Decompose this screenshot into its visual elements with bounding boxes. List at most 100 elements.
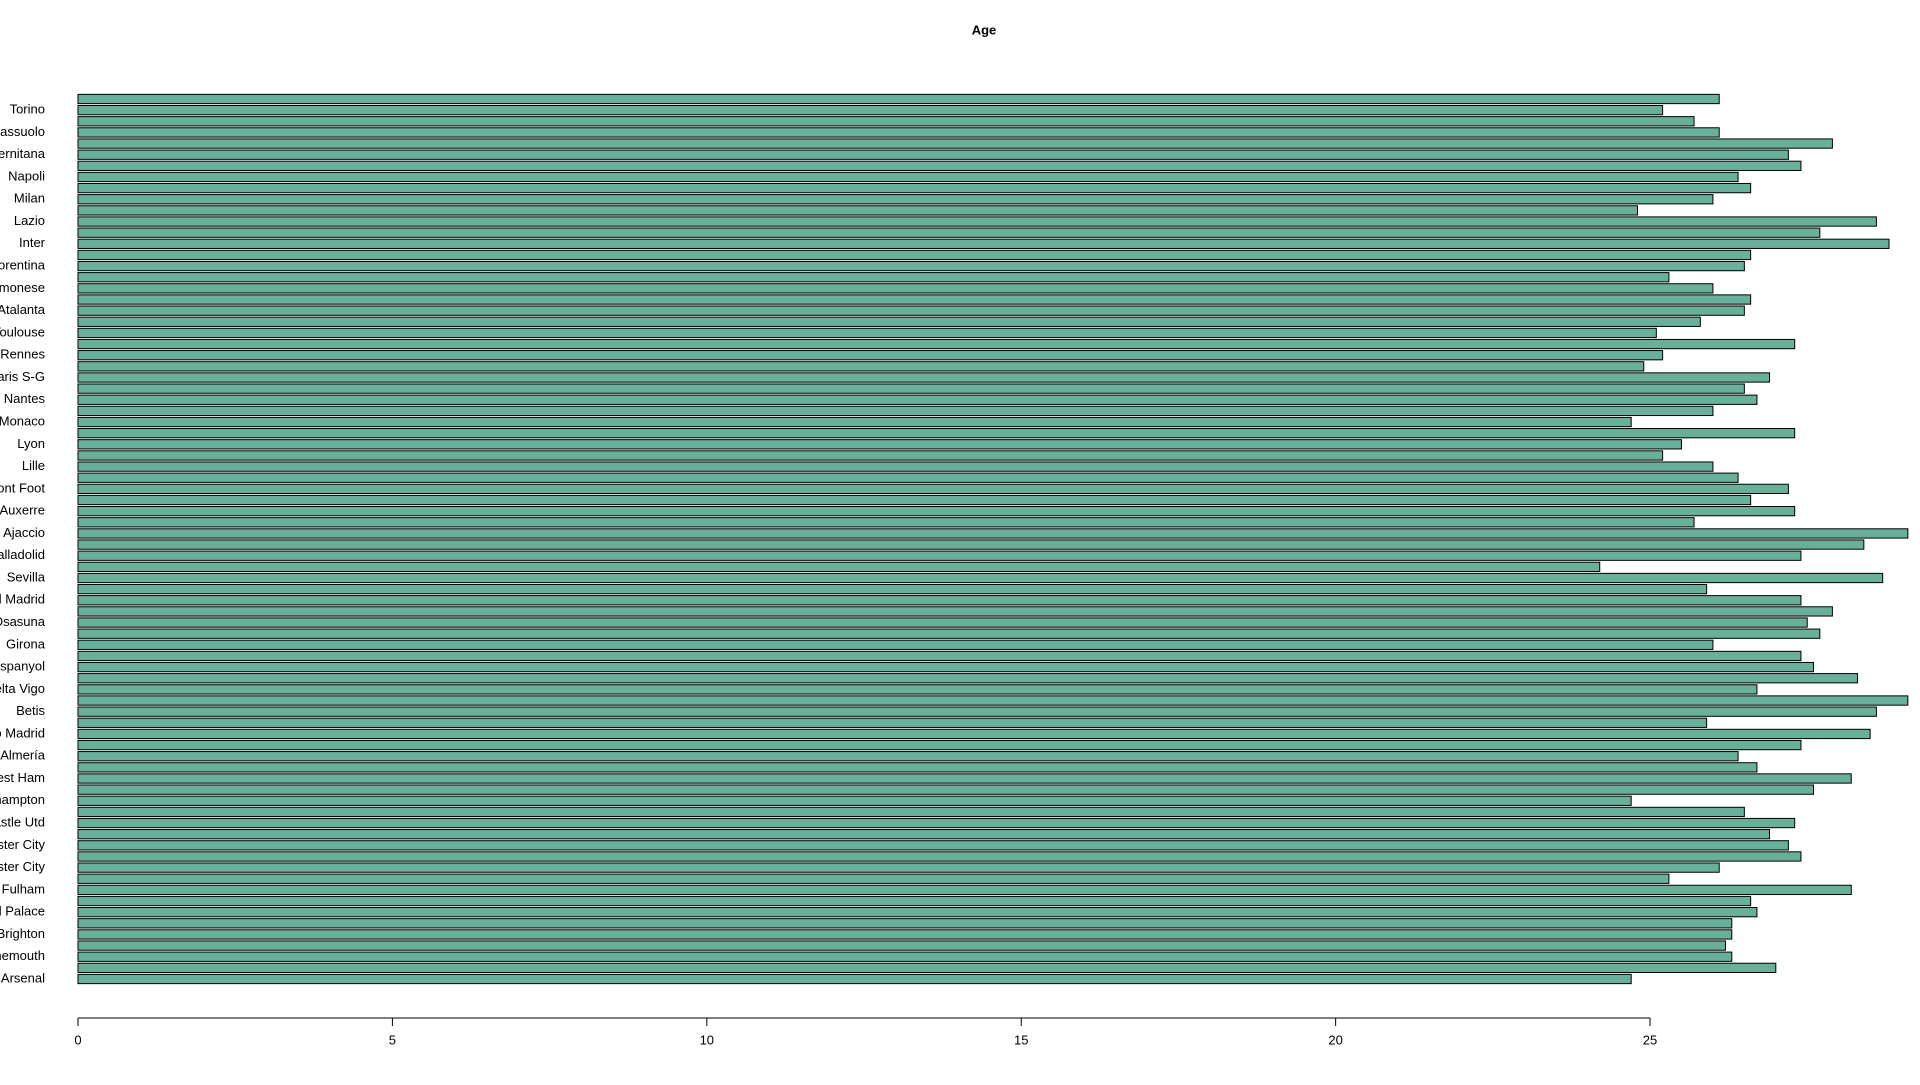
bar: [77, 639, 1714, 650]
y-tick-label: Auxerre: [0, 503, 45, 518]
y-tick-label: Espanyol: [0, 659, 45, 674]
y-tick-label: Osasuna: [0, 614, 46, 629]
bar: [77, 561, 1601, 572]
bar: [77, 405, 1714, 417]
x-tick-label: 25: [1643, 1032, 1657, 1047]
x-tick-label: 10: [700, 1032, 714, 1047]
y-tick-label: Valladolid: [0, 547, 45, 562]
bar: [77, 93, 1720, 105]
y-tick-label: Toulouse: [0, 324, 45, 339]
bar: [77, 350, 1664, 361]
bar: [77, 205, 1638, 216]
bar: [77, 895, 1752, 907]
bar: [77, 472, 1739, 483]
y-tick-label: Clermont Foot: [0, 480, 45, 495]
y-tick-label: Sassuolo: [0, 124, 45, 139]
bar: [77, 305, 1745, 316]
bar: [77, 884, 1852, 896]
bar: [77, 751, 1739, 762]
bar: [77, 929, 1733, 940]
bar: [77, 617, 1808, 628]
bar: [77, 728, 1871, 740]
bar: [77, 439, 1682, 450]
bar: [77, 461, 1714, 472]
bar: [77, 428, 1796, 439]
y-tick-label: Fiorentina: [0, 258, 46, 273]
bar: [77, 762, 1758, 773]
bar: [77, 372, 1771, 383]
y-tick-label: Lille: [22, 458, 45, 473]
bar: [77, 338, 1796, 350]
bar: [77, 517, 1695, 528]
y-tick-label: Torino: [10, 102, 45, 117]
bar: [77, 539, 1865, 550]
y-tick-label: Leicester City: [0, 859, 45, 874]
bar: [77, 862, 1720, 873]
y-tick-label: Lazio: [14, 213, 45, 228]
y-tick-label: Girona: [6, 636, 46, 651]
bar: [77, 316, 1701, 327]
bar: [77, 483, 1789, 495]
y-tick-label: Atlético Madrid: [0, 725, 45, 740]
bar: [77, 283, 1714, 294]
bar: [77, 294, 1752, 305]
y-tick-label: Brighton: [0, 926, 45, 941]
bar: [77, 684, 1758, 695]
y-tick-label: Lyon: [17, 436, 45, 451]
bar: [77, 806, 1745, 818]
y-tick-label: Nantes: [4, 391, 46, 406]
bar: [77, 149, 1789, 160]
bar: [77, 528, 1909, 539]
bar: [77, 695, 1909, 706]
bar: [77, 595, 1802, 606]
bar: [77, 628, 1821, 639]
bar: [77, 829, 1771, 840]
bar: [77, 160, 1802, 171]
y-tick-label: Rennes: [0, 347, 45, 362]
bar: [77, 873, 1670, 884]
bar: [77, 104, 1664, 116]
bar: [77, 784, 1815, 795]
y-tick-label: Crystal Palace: [0, 904, 45, 919]
bar: [77, 918, 1733, 929]
bar: [77, 194, 1714, 205]
bar: [77, 383, 1745, 394]
bar: [77, 394, 1758, 405]
y-tick-label: Paris S-G: [0, 369, 45, 384]
bar: [77, 817, 1796, 829]
bar: [77, 773, 1852, 784]
bar: [77, 182, 1752, 194]
y-tick-label: Ajaccio: [3, 525, 45, 540]
y-tick-label: Fulham: [2, 881, 45, 896]
bar: [77, 661, 1815, 673]
bar: [77, 127, 1720, 138]
bar: [77, 717, 1708, 728]
bar: [77, 249, 1752, 261]
bar: [77, 116, 1695, 127]
bar: [77, 272, 1670, 283]
bar: [77, 962, 1777, 974]
bar: [77, 327, 1657, 339]
bar: [77, 450, 1664, 461]
bar: [77, 416, 1632, 428]
bar: [77, 851, 1802, 862]
y-tick-label: West Ham: [0, 770, 45, 785]
bar: [77, 138, 1833, 149]
bar: [77, 361, 1645, 372]
bar: [77, 227, 1821, 238]
y-tick-label: Betis: [16, 703, 45, 718]
y-tick-label: Manchester City: [0, 837, 45, 852]
bar: [77, 940, 1726, 951]
y-tick-label: Southampton: [0, 792, 45, 807]
y-tick-label: Almería: [0, 748, 46, 763]
bar: [77, 506, 1796, 517]
bar: [77, 550, 1802, 561]
y-tick-label: Arsenal: [1, 970, 45, 985]
bar: [77, 673, 1859, 684]
x-tick-label: 20: [1328, 1032, 1342, 1047]
bar: [77, 216, 1877, 227]
bar: [77, 494, 1752, 506]
bar: [77, 650, 1802, 662]
bar: [77, 951, 1733, 962]
